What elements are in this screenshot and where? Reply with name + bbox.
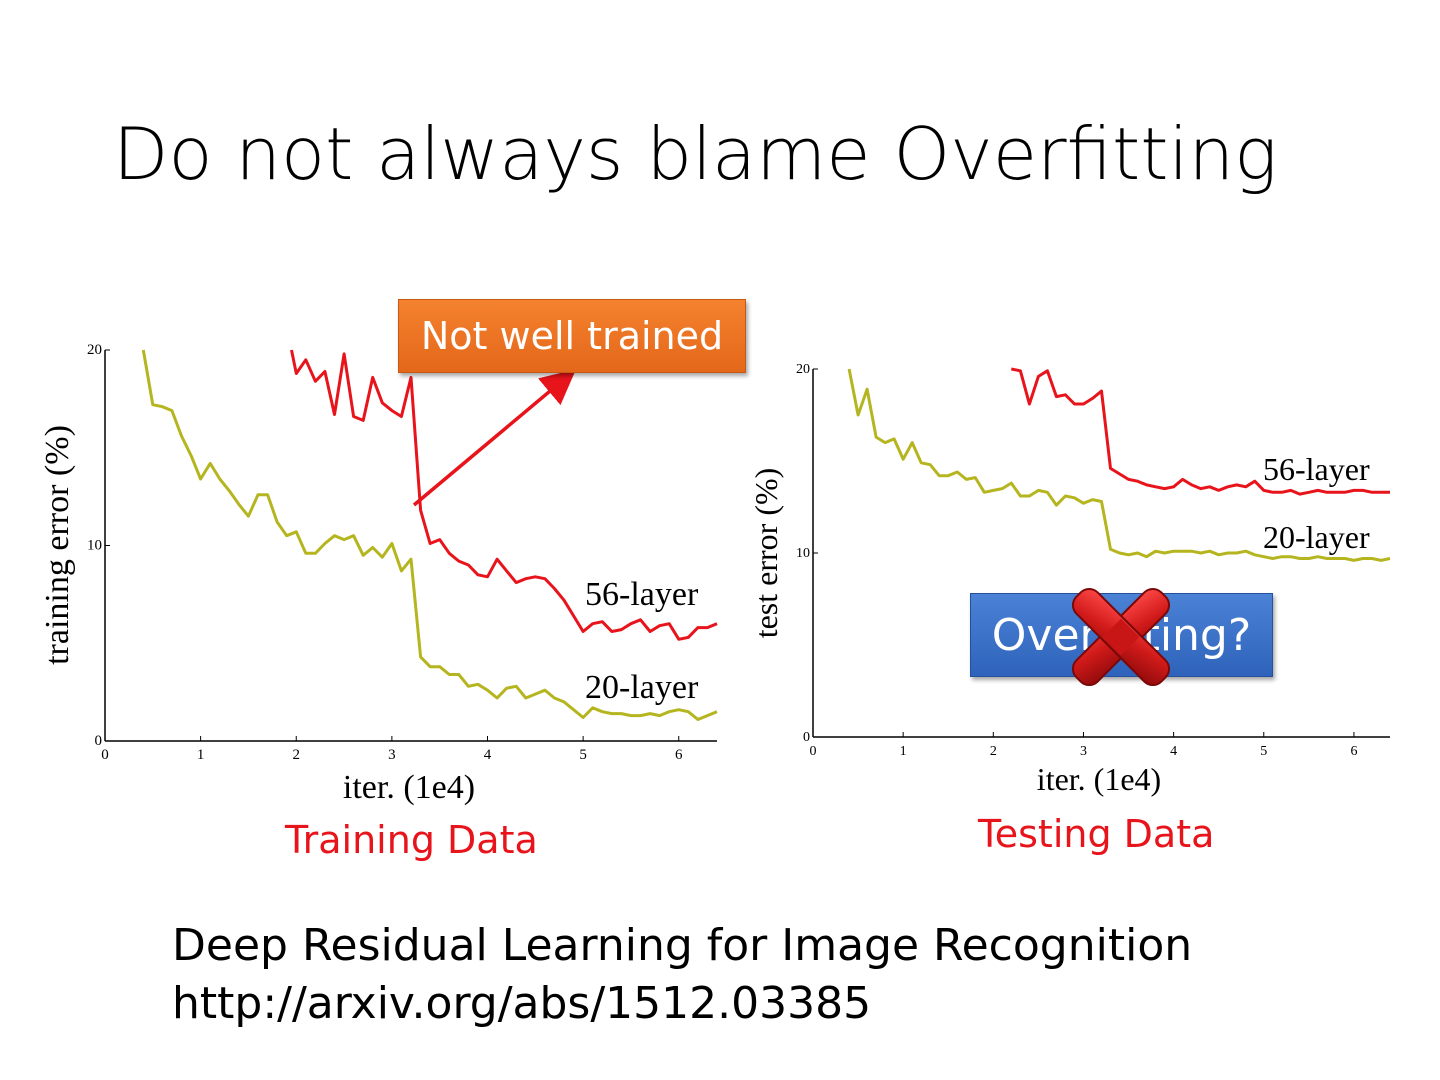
test-x-axis-label: iter. (1e4) [1037,761,1161,797]
test-x-tick-label: 0 [810,744,817,759]
test-20-layer-label: 20-layer [1263,519,1370,555]
testing-data-caption: Testing Data [978,812,1215,856]
training-x-axis-label: iter. (1e4) [343,769,475,806]
training-x-tick-label: 2 [293,747,301,763]
test-y-tick-label: 20 [796,362,810,377]
test-error-chart: 0 10 20 0 1 2 3 4 5 6 test error (%) iter. (1e4)… [748,362,1391,797]
training-x-ticks: 0 1 2 3 4 5 6 [101,736,683,763]
training-x-tick-label: 0 [101,747,109,763]
test-y-tick-label: 0 [803,730,810,745]
test-x-tick-label: 6 [1350,744,1357,759]
training-x-tick-label: 1 [197,747,205,763]
training-20-layer-line [141,349,718,721]
training-y-ticks: 0 10 20 [87,342,110,749]
training-x-tick-label: 5 [579,747,587,763]
test-x-tick-label: 1 [900,744,907,759]
overfitting-callout: Overfitting? [970,593,1273,677]
not-well-trained-arrow [412,369,577,507]
paper-reference: Deep Residual Learning for Image Recogni… [172,917,1192,1033]
reference-url[interactable]: http://arxiv.org/abs/1512.03385 [172,978,872,1029]
training-x-tick-label: 3 [388,747,396,763]
test-20-layer-line [847,368,1391,562]
test-x-ticks: 0 1 2 3 4 5 6 [810,732,1357,759]
training-56-layer-line [290,349,718,641]
training-data-caption: Training Data [285,818,538,862]
test-x-tick-label: 5 [1260,744,1267,759]
slide-title: Do not always blame Overfitting [113,112,1278,196]
red-x-icon [1071,587,1171,687]
test-x-tick-label: 2 [990,744,997,759]
training-y-tick-label: 20 [87,342,102,358]
reference-title: Deep Residual Learning for Image Recogni… [172,920,1193,971]
training-20-layer-label: 20-layer [585,669,699,706]
test-x-tick-label: 4 [1170,744,1177,759]
training-error-chart: 0 10 20 0 1 2 3 4 5 6 training error (%) iter. (… [39,342,718,806]
test-y-ticks: 0 10 20 [796,362,818,745]
training-y-tick-label: 0 [95,733,103,749]
training-56-layer-label: 56-layer [585,576,699,613]
test-56-layer-label: 56-layer [1263,451,1370,487]
test-x-tick-label: 3 [1080,744,1087,759]
training-y-tick-label: 10 [87,538,102,554]
training-y-axis-label: training error (%) [39,425,76,665]
not-well-trained-callout: Not well trained [398,299,746,373]
training-x-tick-label: 6 [675,747,683,763]
training-x-tick-label: 4 [484,747,492,763]
test-y-tick-label: 10 [796,546,810,561]
test-56-layer-line [1011,367,1390,496]
test-y-axis-label: test error (%) [748,468,784,639]
